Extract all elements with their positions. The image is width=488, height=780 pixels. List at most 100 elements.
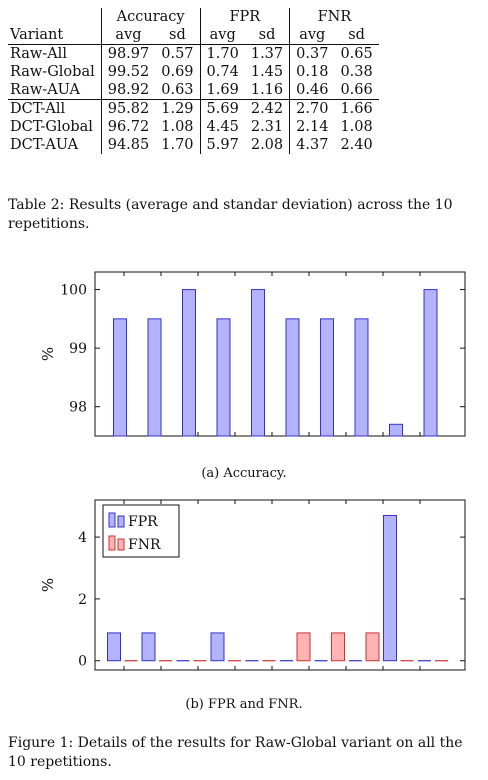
accuracy-chart-caption: (a) Accuracy. [201,466,287,481]
table-cell: 0.38 [340,64,373,80]
table-cell: 1.45 [250,64,284,80]
group-header-fnr: FNR [289,8,379,26]
y-tick-label: 98 [69,400,87,416]
table-cell: 1.66 [340,101,373,117]
sub-header-cell: sd [155,26,201,45]
table-cell: 98.92 [100,81,156,100]
fnr-bar [365,632,380,662]
fpr-fnr-chart: 0 2 4% FPR FNR [39,499,466,671]
sub-header-cell: sd [244,26,290,45]
accuracy-bar [423,289,438,437]
table-cell: 2.70 [289,99,335,118]
plot-frame [94,271,466,437]
table-cell: 98.97 [100,44,156,63]
y-tick-label: 0 [78,654,87,670]
fnr-bar [296,632,311,662]
table-sub-header-row: Variant avg sd avg sd avg sd [8,26,379,45]
sub-header-cell: sd [334,26,379,45]
table-cell: 0.74 [199,63,245,81]
variant-name: Raw-AUA [8,81,102,100]
sub-header-cell: avg [100,26,156,45]
table-row: Raw-AUA 98.92 0.63 1.69 1.16 0.46 0.66 [8,81,379,100]
accuracy-bar [251,289,265,437]
variant-name: DCT-Global [10,119,93,135]
table-cell: 1.08 [340,119,373,135]
table-row: DCT-Global 96.72 1.08 4.45 2.31 2.14 1.0… [8,118,379,136]
group-header-accuracy: Accuracy [100,8,201,26]
sub-header-cell: avg [199,26,245,45]
table-cell: 1.69 [199,81,245,100]
accuracy-bar [354,318,369,437]
table-cell: 0.57 [161,46,194,62]
results-table: Accuracy FPR FNR Variant avg sd avg sd a… [8,8,379,154]
table-cell: 1.08 [161,119,194,135]
table-cell: 99.52 [100,63,156,81]
table-cell: 2.40 [340,137,373,153]
table-cell: 94.85 [100,136,156,154]
table-cell: 1.16 [244,81,290,100]
fpr-fnr-chart-caption: (b) FPR and FNR. [185,697,303,712]
y-tick-label: 100 [60,283,87,299]
group-header-fpr: FPR [199,8,290,26]
table-cell: 1.29 [161,101,194,117]
legend-swatch [117,538,125,551]
table-cell: 1.70 [161,137,194,153]
table-cell: 2.31 [250,119,284,135]
plot-frame [94,499,466,671]
accuracy-bar [147,318,162,437]
y-tick-label: 4 [78,530,87,546]
legend-label: FPR [128,514,158,530]
accuracy-bar [216,318,231,437]
results-table-container: Accuracy FPR FNR Variant avg sd avg sd a… [8,8,480,154]
table-cell: 0.65 [340,46,373,62]
table-row: DCT-AUA 94.85 1.70 5.97 2.08 4.37 2.40 [8,136,379,154]
variant-name: Raw-All [10,46,67,62]
accuracy-bar [320,318,334,437]
fnr-bar [331,632,345,662]
table-cell: 5.69 [199,99,245,118]
table-cell: 2.42 [250,101,284,117]
fpr-bar [141,632,156,662]
variant-name: DCT-All [10,101,66,117]
y-tick-label: 99 [69,341,87,357]
table-row: DCT-All 95.82 1.29 5.69 2.42 2.70 1.66 [8,99,379,118]
chart-legend [102,504,180,558]
legend-swatch [108,512,116,528]
table-corner-cell [8,8,101,26]
fpr-bar [383,514,397,662]
figure-caption: Figure 1: Details of the results for Raw… [8,735,463,770]
table-cell: 0.46 [289,81,335,100]
accuracy-bar [285,318,300,437]
variant-name: Raw-Global [10,64,95,80]
table-cell: 4.45 [199,118,245,136]
table-cell: 1.70 [199,44,245,63]
table-cell: 2.08 [250,137,284,153]
accuracy-chart: 98 99 100% [39,271,466,437]
table-cell: 0.63 [155,81,201,100]
table-cell: 2.14 [289,118,335,136]
legend-swatch [108,535,116,551]
accuracy-bar [182,289,196,437]
table-cell: 5.97 [199,136,245,154]
table-cell: 0.69 [161,64,194,80]
accuracy-bar [113,318,127,437]
fpr-bar [210,632,225,662]
table-cell: 1.37 [250,46,284,62]
fpr-bar [107,632,121,662]
legend-label: FNR [128,537,161,553]
table-cell: 0.37 [289,44,335,63]
table-cell: 96.72 [100,118,156,136]
table-group-header-row: Accuracy FPR FNR [8,8,379,26]
table-cell: 0.18 [289,63,335,81]
y-tick-label: 2 [78,592,87,608]
variant-name: DCT-AUA [10,137,79,153]
accuracy-bar [389,423,403,437]
table-caption: Table 2: Results (average and standar de… [8,197,453,232]
table-cell: 0.66 [334,81,379,100]
table-cell: 4.37 [289,136,335,154]
y-axis-label: % [39,578,57,592]
table-row: Raw-Global 99.52 0.69 0.74 1.45 0.18 0.3… [8,63,379,81]
legend-swatch [117,515,125,528]
sub-header-cell: avg [289,26,335,45]
variant-column-header: Variant [8,26,102,45]
